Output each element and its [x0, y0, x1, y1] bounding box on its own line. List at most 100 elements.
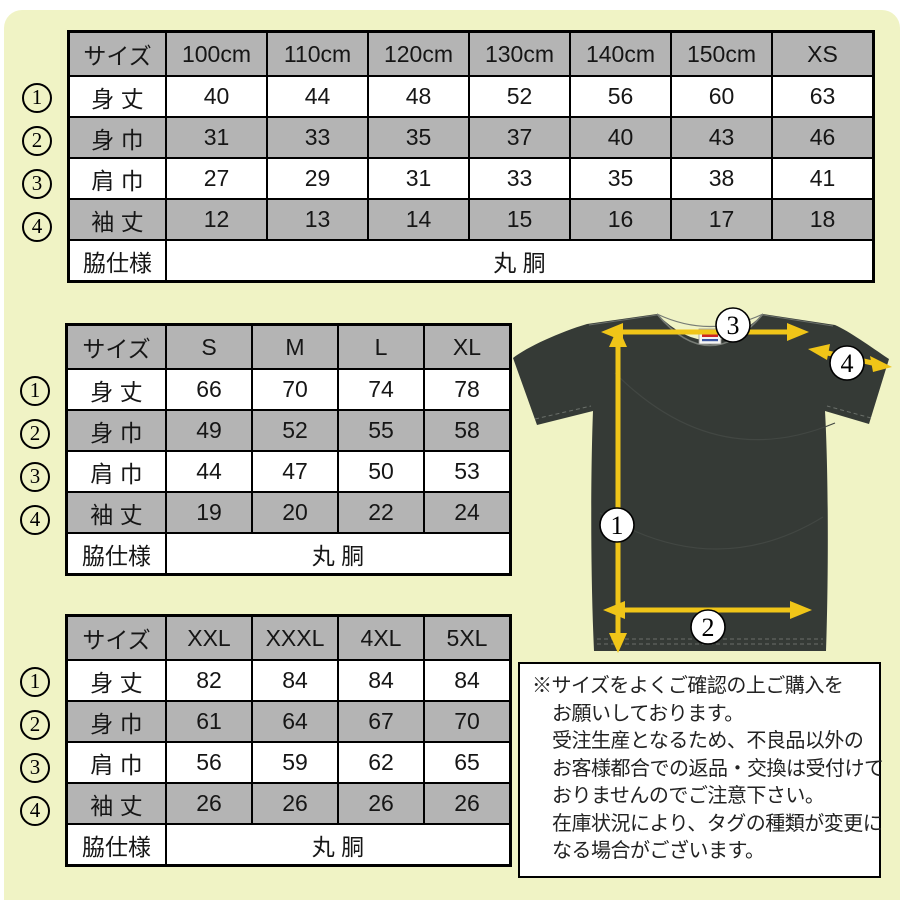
- note-line: お願いしております。: [552, 702, 744, 725]
- size-value: 38: [670, 157, 773, 200]
- size-value: 37: [468, 116, 571, 159]
- column-header: M: [251, 323, 339, 370]
- svg-text:3: 3: [727, 311, 740, 340]
- row-label: 身 丈: [65, 368, 167, 411]
- size-value: 49: [165, 409, 253, 452]
- size-value: 56: [569, 75, 672, 118]
- size-value: 84: [423, 659, 512, 702]
- note-line: ※サイズをよくご確認の上ご購入を: [532, 675, 844, 697]
- row-label: 袖 丈: [65, 782, 167, 825]
- size-value: 14: [367, 198, 470, 241]
- row-number-badge: 2: [20, 710, 50, 740]
- footer-value: 丸 胴: [165, 823, 512, 867]
- column-header: 4XL: [337, 614, 425, 661]
- column-header: サイズ: [65, 323, 167, 370]
- size-value: 48: [367, 75, 470, 118]
- shoulder-seams: [588, 314, 834, 327]
- size-table-block-s-xl: 1 2 3 4 サイズ S M L XL 身 丈 66 70 74 78 身 巾 49 52 55 58 肩 巾 44…: [20, 323, 512, 576]
- size-value: 65: [423, 741, 512, 784]
- note-line: おりませんのでご注意下さい。: [552, 785, 825, 807]
- size-value: 29: [266, 157, 369, 200]
- svg-text:4: 4: [841, 349, 854, 378]
- size-value: 78: [423, 368, 512, 411]
- size-value: 47: [251, 450, 339, 493]
- size-value: 46: [771, 116, 875, 159]
- size-value: 26: [423, 782, 512, 825]
- size-value: 67: [337, 700, 425, 743]
- size-value: 64: [251, 700, 339, 743]
- row-label: 袖 丈: [65, 491, 167, 534]
- arrow-body-length: [609, 327, 627, 653]
- row-number-badge: 1: [22, 83, 52, 113]
- row-number-column: 1 2 3 4: [20, 323, 65, 576]
- column-header: XL: [423, 323, 512, 370]
- footer-label: 脇仕様: [65, 532, 167, 576]
- size-value: 66: [165, 368, 253, 411]
- size-value: 62: [337, 741, 425, 784]
- size-value: 16: [569, 198, 672, 241]
- size-value: 53: [423, 450, 512, 493]
- size-value: 59: [251, 741, 339, 784]
- row-label: 肩 巾: [67, 157, 167, 200]
- collar-back-seam: [656, 313, 764, 327]
- tshirt-measurement-diagram: 3 4 1 2: [513, 307, 892, 653]
- marker-3: 3: [715, 307, 751, 343]
- size-table-s-xl: サイズ S M L XL 身 丈 66 70 74 78 身 巾 49 52 55 58 肩 巾 44 47 50 5…: [65, 323, 512, 576]
- row-label: 身 丈: [65, 659, 167, 702]
- row-number-badge: 4: [22, 212, 52, 242]
- footer-value: 丸 胴: [165, 532, 512, 576]
- marker-1: 1: [599, 507, 635, 543]
- row-label: 身 巾: [65, 409, 167, 452]
- column-header: サイズ: [67, 30, 167, 77]
- collar-seam: [656, 313, 764, 347]
- size-value: 24: [423, 491, 512, 534]
- size-value: 26: [337, 782, 425, 825]
- note-line: 受注生産となるため、不良品以外の: [552, 730, 864, 752]
- size-value: 61: [165, 700, 253, 743]
- row-number-badge: 4: [20, 796, 50, 826]
- row-number-badge: 3: [20, 462, 50, 492]
- note-line: 在庫状況により、タグの種類が変更に: [552, 812, 883, 835]
- column-header: XXL: [165, 614, 253, 661]
- size-table-100cm-xs: サイズ 100cm 110cm 120cm 130cm 140cm 150cm XS 身 丈 40…: [67, 30, 875, 283]
- note-line: なる場合がございます。: [552, 840, 765, 862]
- row-label: 肩 巾: [65, 741, 167, 784]
- column-header: 130cm: [468, 30, 571, 77]
- size-value: 26: [165, 782, 253, 825]
- size-value: 40: [569, 116, 672, 159]
- marker-4: 4: [829, 345, 865, 381]
- size-table-xxl-5xl: サイズ XXL XXXL 4XL 5XL 身 丈 82 84 84 84 身 巾 61 64 67 70 肩 …: [65, 614, 512, 867]
- size-value: 22: [337, 491, 425, 534]
- size-value: 44: [266, 75, 369, 118]
- size-value: 33: [468, 157, 571, 200]
- size-value: 35: [569, 157, 672, 200]
- column-header: 120cm: [367, 30, 470, 77]
- size-value: 31: [165, 116, 268, 159]
- column-header: XXXL: [251, 614, 339, 661]
- row-number-badge: 1: [20, 376, 50, 406]
- size-value: 35: [367, 116, 470, 159]
- size-value: 41: [771, 157, 875, 200]
- column-header: サイズ: [65, 614, 167, 661]
- size-value: 52: [468, 75, 571, 118]
- row-label: 袖 丈: [67, 198, 167, 241]
- stitch-lines: [534, 405, 872, 645]
- row-number-badge: 2: [20, 419, 50, 449]
- size-value: 33: [266, 116, 369, 159]
- size-value: 84: [251, 659, 339, 702]
- size-value: 50: [337, 450, 425, 493]
- size-value: 56: [165, 741, 253, 784]
- column-header: 5XL: [423, 614, 512, 661]
- row-number-badge: 4: [20, 505, 50, 535]
- marker-2: 2: [690, 609, 726, 645]
- size-value: 20: [251, 491, 339, 534]
- size-value: 58: [423, 409, 512, 452]
- column-header: 100cm: [165, 30, 268, 77]
- size-value: 43: [670, 116, 773, 159]
- row-number-badge: 1: [20, 667, 50, 697]
- column-header: L: [337, 323, 425, 370]
- row-number-badge: 3: [22, 169, 52, 199]
- size-value: 82: [165, 659, 253, 702]
- column-header: XS: [771, 30, 875, 77]
- column-header: S: [165, 323, 253, 370]
